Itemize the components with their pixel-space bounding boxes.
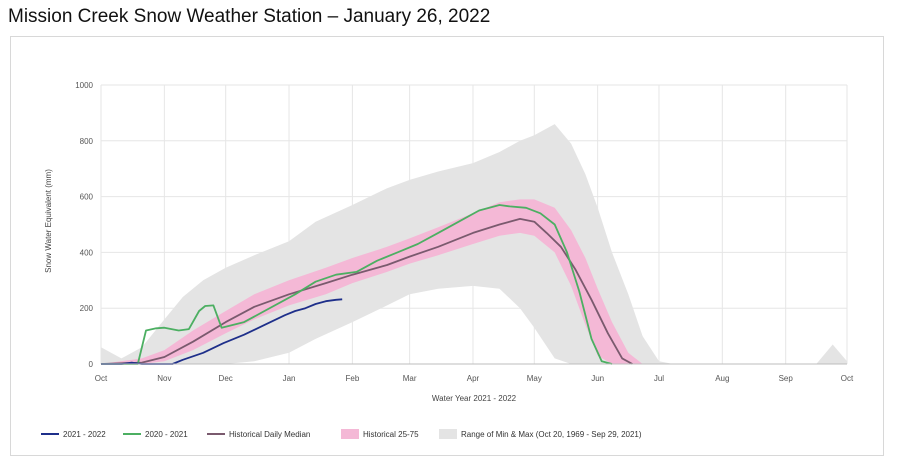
legend-swatch — [341, 429, 359, 439]
page-title: Mission Creek Snow Weather Station – Jan… — [8, 6, 491, 27]
y-axis-label: Snow Water Equivalent (mm) — [44, 169, 53, 273]
x-tick-label: Nov — [157, 374, 171, 383]
y-tick-label: 1000 — [75, 81, 93, 90]
legend: 2021 - 2022 2020 - 2021 Historical Daily M… — [41, 429, 642, 439]
bands-layer — [101, 124, 847, 364]
y-tick-label: 400 — [80, 248, 94, 257]
legend-item-2020-2021: 2020 - 2021 — [123, 430, 188, 439]
band-historical-25-75 — [101, 199, 643, 364]
x-tick-label: Aug — [715, 374, 729, 383]
x-tick-label: Sep — [779, 374, 794, 383]
x-tick-label: Jun — [591, 374, 604, 383]
legend-item-historical-25-75: Historical 25-75 — [341, 429, 419, 439]
chart-panel: 0 200 400 600 800 1000 Oct Nov Dec Jan Feb Mar Apr Ma… — [10, 36, 884, 456]
line-2020-2021 — [101, 204, 613, 365]
x-tick-label: Jul — [654, 374, 664, 383]
y-tick-label: 600 — [80, 193, 94, 202]
legend-swatch — [439, 429, 457, 439]
x-tick-label: Jan — [283, 374, 296, 383]
legend-label: Historical 25-75 — [363, 430, 419, 439]
y-tick-label: 800 — [80, 137, 94, 146]
x-tick-label: May — [527, 374, 542, 383]
legend-item-2021-2022: 2021 - 2022 — [41, 430, 106, 439]
x-tick-label: Feb — [345, 374, 359, 383]
y-tick-label: 0 — [89, 360, 94, 369]
x-tick-label: Dec — [219, 374, 233, 383]
legend-item-range-of-min-max-oct-20-1969-sep-29-2021: Range of Min & Max (Oct 20, 1969 - Sep 2… — [439, 429, 642, 439]
x-tick-label: Oct — [841, 374, 854, 383]
legend-item-historical-daily-median: Historical Daily Median — [207, 430, 310, 439]
legend-label: 2020 - 2021 — [145, 430, 188, 439]
x-tick-label: Mar — [403, 374, 417, 383]
axes-layer: 0 200 400 600 800 1000 Oct Nov Dec Jan Feb Mar Apr Ma… — [75, 81, 854, 383]
x-axis-label: Water Year 2021 - 2022 — [432, 394, 517, 403]
line-historical-daily-median — [100, 217, 633, 365]
x-tick-label: Oct — [95, 374, 108, 383]
swe-chart: 0 200 400 600 800 1000 Oct Nov Dec Jan Feb Mar Apr Ma… — [41, 81, 854, 439]
legend-label: Range of Min & Max (Oct 20, 1969 - Sep 2… — [461, 430, 642, 439]
legend-label: Historical Daily Median — [229, 430, 310, 439]
y-tick-label: 200 — [80, 304, 94, 313]
legend-label: 2021 - 2022 — [63, 430, 106, 439]
x-tick-label: Apr — [467, 374, 480, 383]
